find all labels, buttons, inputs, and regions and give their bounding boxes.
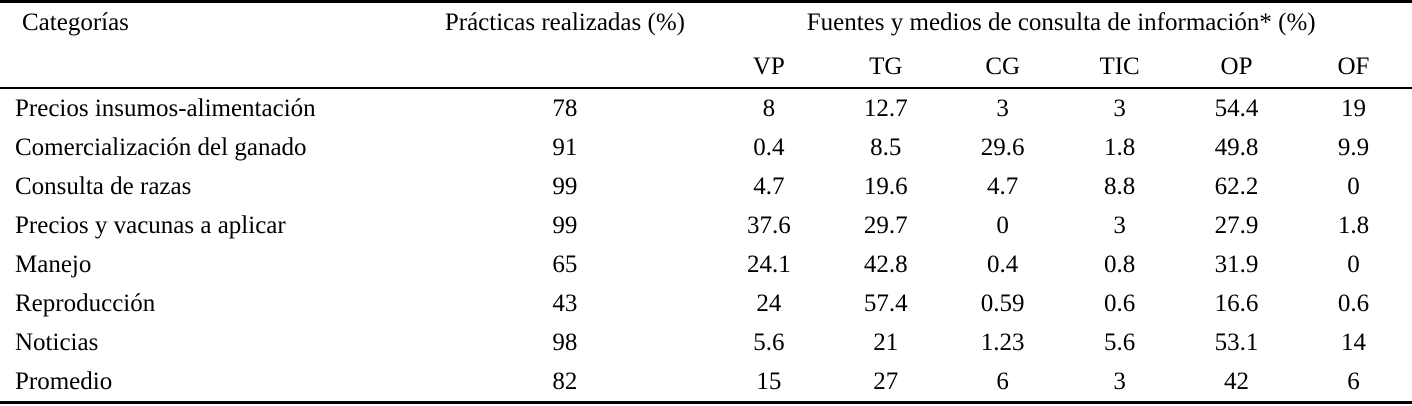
category-cell: Noticias (15, 328, 99, 356)
value-cell-op: 27.9 (1214, 211, 1259, 239)
value-cell-tg: 29.7 (863, 211, 908, 239)
col-header-tic: TIC (1099, 53, 1140, 80)
value-cell-op: 49.8 (1214, 133, 1259, 161)
value-cell-of: 14 (1340, 328, 1366, 356)
category-cell: Reproducción (15, 289, 156, 317)
practicas-cell: 43 (552, 289, 578, 317)
value-cell-vp: 24 (756, 289, 782, 317)
practicas-cell: 98 (552, 328, 578, 356)
value-cell-op: 62.2 (1214, 172, 1259, 200)
value-cell-of: 9.9 (1337, 133, 1370, 161)
col-header-practicas: Prácticas realizadas (%) (444, 9, 685, 36)
table-row: Noticias 98 5.6 21 1.23 5.6 53.1 14 (0, 323, 1412, 362)
table-row: Manejo 65 24.1 42.8 0.4 0.8 31.9 0 (0, 245, 1412, 284)
category-cell: Comercialización del ganado (15, 133, 307, 161)
value-cell-cg: 0.4 (987, 250, 1019, 278)
practicas-cell: 99 (552, 211, 578, 239)
value-cell-tg: 8.5 (870, 133, 902, 161)
value-cell-vp: 5.6 (753, 328, 785, 356)
col-header-categorias: Categorías (22, 9, 129, 36)
table-row: Precios insumos-alimentación 78 8 12.7 3… (0, 88, 1412, 128)
practicas-cell: 82 (552, 367, 578, 395)
value-cell-vp: 0.4 (753, 133, 785, 161)
practicas-cell: 78 (552, 94, 578, 122)
value-cell-tic: 5.6 (1103, 328, 1136, 356)
practicas-cell: 91 (552, 133, 578, 161)
value-cell-vp: 37.6 (746, 211, 791, 239)
value-cell-cg: 3 (996, 94, 1009, 122)
col-group-header-fuentes: Fuentes y medios de consulta de informac… (806, 9, 1316, 36)
table-body: Precios insumos-alimentación 78 8 12.7 3… (0, 88, 1412, 403)
value-cell-vp: 15 (756, 367, 782, 395)
value-cell-tic: 0.6 (1103, 289, 1136, 317)
value-cell-tic: 3 (1113, 94, 1126, 122)
value-cell-cg: 6 (996, 367, 1009, 395)
value-cell-tg: 27 (873, 367, 899, 395)
value-cell-vp: 24.1 (746, 250, 791, 278)
value-cell-of: 0 (1347, 172, 1360, 200)
value-cell-vp: 8 (762, 94, 776, 122)
col-header-tg: TG (869, 53, 903, 80)
value-cell-cg: 0 (996, 211, 1009, 239)
category-cell: Manejo (15, 250, 92, 278)
value-cell-cg: 0.59 (980, 289, 1025, 317)
value-cell-of: 0.6 (1337, 289, 1370, 317)
value-cell-tg: 21 (873, 328, 899, 356)
value-cell-op: 31.9 (1214, 250, 1259, 278)
value-cell-cg: 4.7 (987, 172, 1019, 200)
value-cell-tic: 1.8 (1103, 133, 1136, 161)
value-cell-cg: 1.23 (980, 328, 1025, 356)
header-row-main: Categorías Prácticas realizadas (%) Fuen… (0, 2, 1412, 48)
table-header: Categorías Prácticas realizadas (%) Fuen… (0, 2, 1412, 88)
value-cell-tic: 3 (1113, 367, 1126, 395)
value-cell-tic: 0.8 (1103, 250, 1136, 278)
col-header-vp: VP (752, 53, 785, 80)
table-row: Precios y vacunas a aplicar 99 37.6 29.7… (0, 206, 1412, 245)
category-cell: Promedio (15, 367, 113, 395)
value-cell-of: 0 (1347, 250, 1360, 278)
category-cell: Precios y vacunas a aplicar (15, 211, 286, 239)
category-cell: Consulta de razas (15, 172, 192, 200)
value-cell-op: 53.1 (1214, 328, 1259, 356)
practicas-cell: 65 (552, 250, 578, 278)
category-cell: Precios insumos-alimentación (15, 94, 316, 122)
value-cell-of: 1.8 (1337, 211, 1370, 239)
value-cell-tg: 19.6 (863, 172, 908, 200)
table-row: Comercialización del ganado 91 0.4 8.5 2… (0, 128, 1412, 167)
table-row: Consulta de razas 99 4.7 19.6 4.7 8.8 62… (0, 167, 1412, 206)
value-cell-op: 16.6 (1214, 289, 1259, 317)
table-row: Promedio 82 15 27 6 3 42 6 (0, 362, 1412, 403)
value-cell-of: 19 (1340, 94, 1366, 122)
value-cell-tg: 57.4 (863, 289, 908, 317)
value-cell-cg: 29.6 (980, 133, 1025, 161)
col-header-of: OF (1337, 53, 1370, 80)
value-cell-of: 6 (1347, 367, 1360, 395)
value-cell-tic: 8.8 (1103, 172, 1136, 200)
value-cell-op: 54.4 (1214, 94, 1259, 122)
value-cell-tic: 3 (1113, 211, 1126, 239)
col-header-op: OP (1220, 53, 1253, 80)
value-cell-vp: 4.7 (753, 172, 785, 200)
col-header-cg: CG (985, 53, 1021, 80)
value-cell-op: 42 (1224, 367, 1250, 395)
table-row: Reproducción 43 24 57.4 0.59 0.6 16.6 0.… (0, 284, 1412, 323)
practicas-cell: 99 (552, 172, 578, 200)
value-cell-tg: 42.8 (863, 250, 908, 278)
value-cell-tg: 12.7 (863, 94, 908, 122)
